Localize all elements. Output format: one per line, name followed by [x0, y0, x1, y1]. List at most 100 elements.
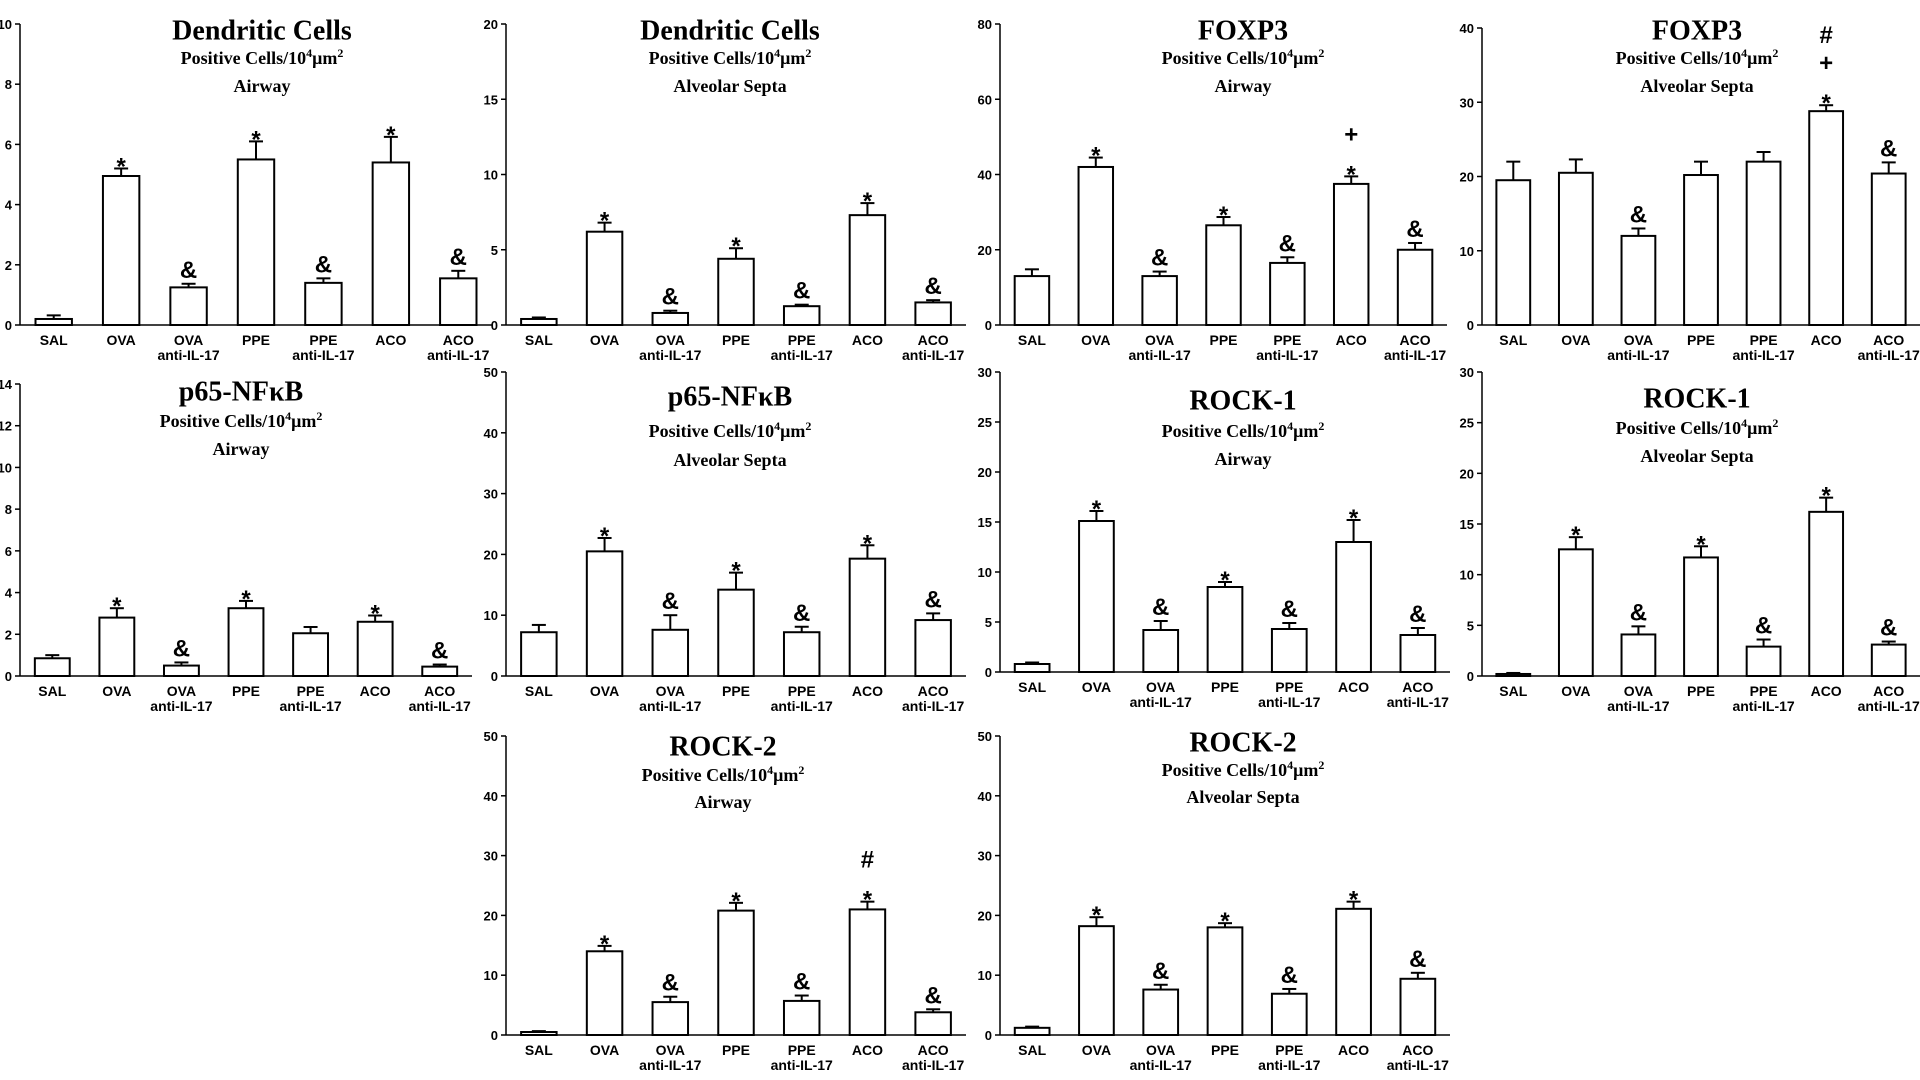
unit-exponent: 4 [774, 419, 780, 433]
y-tick-label: 25 [1460, 416, 1474, 431]
bar-ppe-anti-il-17 [1269, 261, 1306, 327]
chart-panel-9: 01020304050SAL*OVA&OVAanti-IL-17*PPE&PPE… [484, 729, 966, 1073]
significance-mark: & [1279, 230, 1296, 257]
y-tick-label: 40 [484, 426, 498, 441]
panel-title: ROCK-2 [669, 731, 776, 762]
significance-mark: & [1880, 615, 1897, 642]
bar-ova-anti-il-17 [651, 628, 690, 677]
unit-suffix: μm [773, 765, 798, 785]
unit-suffix: μm [291, 411, 316, 431]
chart-panel-1: 0246810SAL*OVA&OVAanti-IL-17*PPE&PPEanti… [0, 15, 492, 363]
category-label: anti-IL-17 [1130, 694, 1192, 710]
significance-mark: & [173, 635, 190, 662]
significance-mark: + [1819, 50, 1833, 77]
category-label: OVA [656, 332, 685, 348]
y-tick-label: 40 [978, 168, 992, 183]
significance-mark: & [1409, 601, 1426, 628]
significance-mark: & [180, 257, 197, 284]
unit-prefix: Positive Cells/10 [642, 765, 767, 785]
bar-sal [34, 317, 73, 327]
y-tick-label: 15 [1460, 517, 1474, 532]
significance-mark: * [1220, 908, 1230, 935]
category-label: ACO [1336, 332, 1367, 348]
category-label: ACO [918, 1042, 949, 1058]
y-tick-label: 0 [491, 318, 498, 333]
category-label: anti-IL-17 [1129, 347, 1191, 363]
category-label: SAL [525, 332, 553, 348]
bar-ppe-anti-il-17 [782, 305, 821, 326]
significance-mark: & [793, 600, 810, 627]
category-label: ACO [375, 332, 406, 348]
significance-mark: * [1821, 90, 1831, 117]
bar-aco-anti-il-17 [1870, 643, 1907, 678]
category-label: anti-IL-17 [902, 698, 964, 714]
category-label: ACO [852, 683, 883, 699]
y-tick-label: 0 [5, 669, 12, 684]
y-tick-label: 10 [0, 17, 12, 32]
unit-label-8: Positive Cells/104μm2 [642, 763, 805, 785]
significance-mark: # [1819, 22, 1832, 49]
category-label: OVA [590, 332, 619, 348]
significance-mark: & [1406, 216, 1423, 243]
significance-mark: & [1151, 245, 1168, 272]
unit-label-0: Positive Cells/104μm2 [181, 46, 344, 68]
bar-sal [520, 317, 558, 327]
unit-prefix: Positive Cells/10 [1162, 760, 1287, 780]
bar-aco [848, 908, 887, 1036]
bar-ppe-anti-il-17 [1745, 160, 1782, 326]
category-label: anti-IL-17 [427, 347, 489, 363]
category-label: ACO [1811, 683, 1842, 699]
unit-prefix: Positive Cells/10 [649, 421, 774, 441]
y-tick-label: 20 [484, 908, 498, 923]
bar-aco [371, 161, 411, 326]
category-label: PPE [722, 332, 750, 348]
y-tick-label: 2 [5, 258, 12, 273]
unit-prefix: Positive Cells/10 [1162, 421, 1287, 441]
category-label: anti-IL-17 [902, 347, 964, 363]
y-tick-label: 25 [978, 415, 992, 430]
unit-label-3: Positive Cells/104μm2 [1616, 46, 1779, 68]
bar-ppe-anti-il-17 [292, 632, 330, 677]
panel-title: ROCK-2 [1189, 727, 1296, 758]
category-label: SAL [525, 1042, 553, 1058]
bar-ppe [1683, 174, 1719, 326]
category-label: ACO [852, 1042, 883, 1058]
panel-title: FOXP3 [1652, 15, 1742, 46]
bar-aco-anti-il-17 [914, 619, 952, 678]
significance-mark: * [863, 188, 873, 215]
significance-mark: * [600, 523, 610, 550]
bar-ppe-anti-il-17 [1270, 628, 1308, 673]
category-label: PPE [1211, 1042, 1239, 1058]
category-label: ACO [1873, 683, 1904, 699]
unit-exponent: 4 [1287, 46, 1293, 60]
significance-mark: * [1349, 505, 1359, 532]
bar-aco-anti-il-17 [1870, 172, 1907, 326]
significance-mark: & [1409, 946, 1426, 973]
chart-panel-7: 051015202530SAL*OVA&OVAanti-IL-17*PPE&PP… [978, 365, 1450, 710]
bar-ova [98, 616, 136, 677]
category-label: PPE [1275, 1042, 1303, 1058]
y-tick-label: 0 [985, 318, 992, 333]
category-label: ACO [918, 332, 949, 348]
significance-mark: * [1219, 202, 1229, 229]
y-tick-label: 5 [985, 615, 992, 630]
significance-mark: & [924, 586, 941, 613]
unit-prefix: Positive Cells/10 [160, 411, 285, 431]
category-label: OVA [1082, 1042, 1111, 1058]
significance-mark: & [450, 244, 467, 271]
significance-mark: & [1152, 594, 1169, 621]
bar-ova [1078, 925, 1115, 1036]
y-tick-label: 0 [491, 1028, 498, 1043]
category-label: PPE [1273, 332, 1301, 348]
bar-ppe [717, 909, 755, 1037]
category-label: PPE [1275, 679, 1303, 695]
bar-aco-anti-il-17 [1399, 634, 1437, 673]
bar-sal [520, 631, 558, 677]
unit-suffix: μm [1293, 760, 1318, 780]
bar-aco-anti-il-17 [914, 1011, 952, 1037]
category-label: OVA [1146, 679, 1175, 695]
panel-title: Dendritic Cells [640, 15, 820, 46]
significance-mark: * [1571, 522, 1581, 549]
